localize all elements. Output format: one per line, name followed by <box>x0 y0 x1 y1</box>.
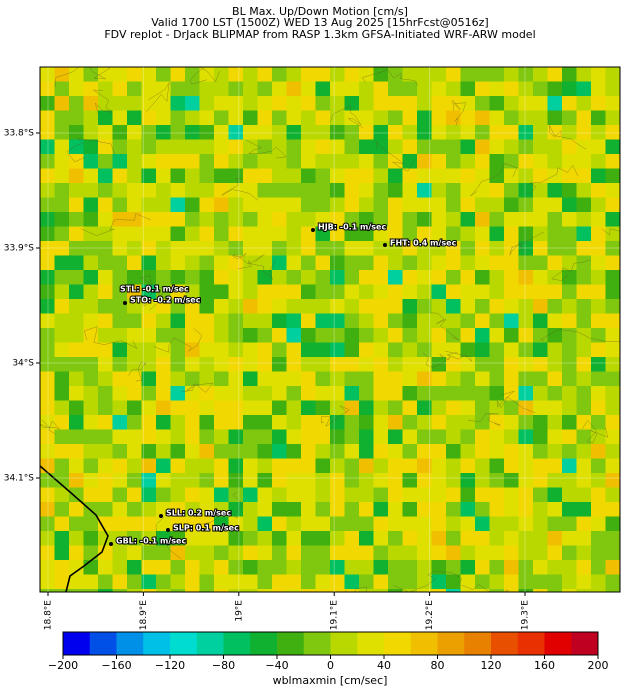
map-frame <box>39 66 621 593</box>
lon-tick-label: 19°E <box>234 600 244 622</box>
station-marker <box>159 514 163 518</box>
station-marker <box>311 228 315 232</box>
colorbar-tick-label: −40 <box>265 659 288 672</box>
colorbar-segment <box>196 632 224 655</box>
title-line: FDV replot - DrJack BLIPMAP from RASP 1.… <box>104 28 535 41</box>
colorbar-segment <box>116 632 144 655</box>
colorbar-tick-label: 120 <box>481 659 502 672</box>
title-line: Valid 1700 LST (1500Z) WED 13 Aug 2025 [… <box>151 16 488 29</box>
colorbar-segment <box>571 632 599 655</box>
colorbar-segment <box>89 632 117 655</box>
colorbar-segment <box>544 632 572 655</box>
station-label: STO: -0.2 m/sec <box>130 296 201 305</box>
station-marker <box>383 243 387 247</box>
colorbar-label: wblmaxmin [cm/sec] <box>273 674 388 687</box>
station-marker <box>123 301 127 305</box>
colorbar-segment <box>250 632 278 655</box>
colorbar-tick-label: 0 <box>327 659 334 672</box>
colorbar-segment <box>410 632 438 655</box>
colorbar-segment <box>143 632 171 655</box>
colorbar-segment <box>357 632 385 655</box>
colorbar-tick-label: −200 <box>48 659 78 672</box>
station-label: GBL: -0.1 m/sec <box>116 537 186 546</box>
lat-tick-label: 34.1°S <box>4 474 35 484</box>
station-label: STL: -0.1 m/sec <box>120 285 189 294</box>
lat-tick-label: 33.8°S <box>4 129 35 139</box>
colorbar-segment <box>517 632 545 655</box>
colorbar-segment <box>170 632 198 655</box>
colorbar-segment <box>330 632 358 655</box>
colorbar-tick-label: 160 <box>534 659 555 672</box>
colorbar-segment <box>223 632 251 655</box>
lon-tick-label: 18.9°E <box>139 600 149 631</box>
lon-tick-label: 19.1°E <box>330 600 340 631</box>
lon-tick-label: 19.3°E <box>521 600 531 631</box>
colorbar-segment <box>384 632 412 655</box>
colorbar-segment <box>464 632 492 655</box>
colorbar-segment <box>63 632 91 655</box>
colorbar-tick-label: 40 <box>377 659 391 672</box>
colorbar-tick-label: 200 <box>588 659 609 672</box>
station-label: HJB: -0.1 m/sec <box>318 223 386 232</box>
lat-tick-label: 34°S <box>12 359 34 369</box>
colorbar-segment <box>277 632 305 655</box>
lat-tick-label: 33.9°S <box>4 244 35 254</box>
station-label: SLP: 0.1 m/sec <box>173 524 239 533</box>
coastline <box>40 465 109 592</box>
lon-tick-label: 19.2°E <box>425 600 435 631</box>
colorbar-segment <box>437 632 465 655</box>
station-marker <box>109 542 113 546</box>
colorbar-tick-label: −120 <box>155 659 185 672</box>
colorbar-tick-label: 80 <box>431 659 445 672</box>
colorbar-segment <box>303 632 331 655</box>
colorbar-segment <box>491 632 519 655</box>
station-label: SLL: 0.2 m/sec <box>166 509 231 518</box>
colorbar-tick-label: −80 <box>212 659 235 672</box>
lon-tick-label: 18.8°E <box>44 600 54 631</box>
title-line: BL Max. Up/Down Motion [cm/s] <box>232 5 408 18</box>
station-marker <box>166 528 170 532</box>
contours <box>40 67 620 592</box>
colorbar-tick-label: −160 <box>101 659 131 672</box>
station-label: FHT: 0.4 m/sec <box>390 239 457 248</box>
